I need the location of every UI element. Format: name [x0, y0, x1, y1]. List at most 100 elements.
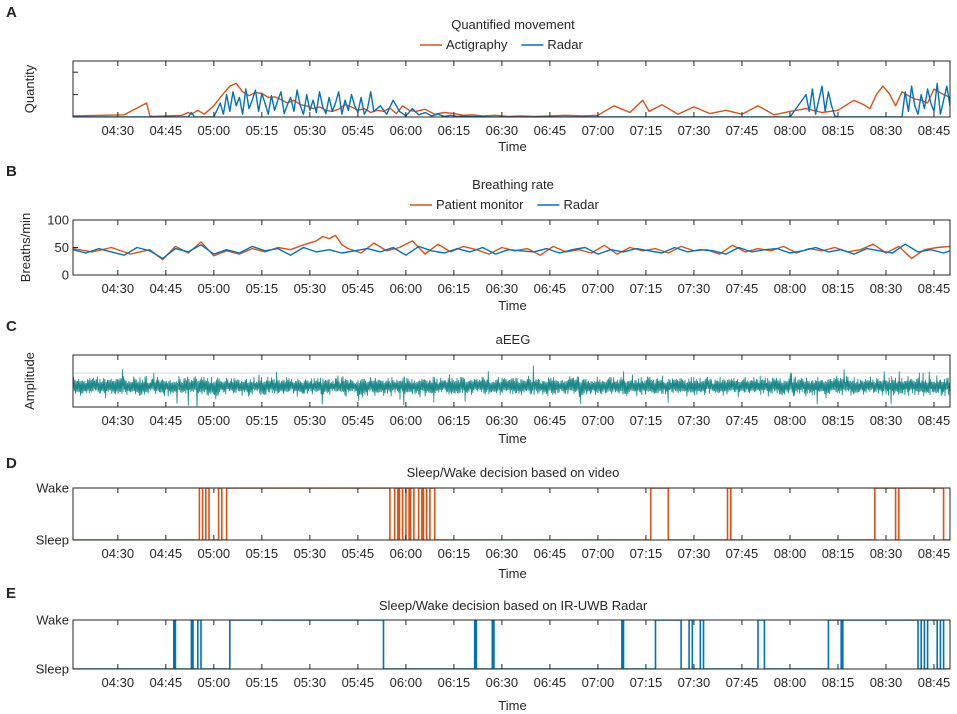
x-tick-label: 04:30: [102, 281, 135, 296]
x-tick-label: 06:15: [438, 281, 471, 296]
legend-label: Radar: [563, 197, 599, 212]
x-tick-label: 07:45: [726, 123, 759, 138]
x-tick-label: 05:15: [246, 546, 279, 561]
x-tick-label: 08:45: [918, 281, 951, 296]
x-tick-label: 05:00: [198, 123, 231, 138]
legend-label: Radar: [547, 37, 583, 52]
x-tick-label: 07:45: [726, 413, 759, 428]
x-tick-label: 08:15: [822, 675, 855, 690]
x-tick-label: 08:30: [870, 546, 903, 561]
x-tick-label: 07:45: [726, 675, 759, 690]
plot-area: [73, 365, 950, 407]
x-tick-label: 05:30: [294, 546, 327, 561]
x-tick-label: 06:30: [486, 413, 519, 428]
x-axis-label: Time: [498, 698, 526, 713]
x-tick-label: 07:30: [678, 281, 711, 296]
x-tick-label: 04:30: [102, 123, 135, 138]
axes-frame: [72, 354, 951, 408]
x-tick-label: 07:00: [582, 413, 615, 428]
x-tick-label: 05:45: [342, 675, 375, 690]
x-tick-label: 06:45: [534, 281, 567, 296]
chart-title: Sleep/Wake decision based on video: [407, 465, 620, 480]
x-tick-label: 08:30: [870, 413, 903, 428]
x-tick-label: 05:30: [294, 281, 327, 296]
x-axis-label: Time: [498, 431, 526, 446]
x-tick-label: 08:15: [822, 413, 855, 428]
y-axis-label: Amplitude: [22, 352, 37, 410]
x-tick-label: 08:30: [870, 281, 903, 296]
x-tick-label: 07:15: [630, 675, 663, 690]
panel-letter: C: [6, 318, 17, 335]
x-tick-label: 05:45: [342, 123, 375, 138]
x-tick-label: 06:15: [438, 123, 471, 138]
x-tick-label: 05:00: [198, 281, 231, 296]
x-axis-label: Time: [498, 139, 526, 154]
plot-area: [73, 620, 950, 669]
x-tick-label: 07:30: [678, 675, 711, 690]
x-tick-label: 05:00: [198, 413, 231, 428]
series-line-aeeg: [73, 365, 950, 407]
x-tick-label: 06:00: [390, 281, 423, 296]
x-tick-label: 08:00: [774, 546, 807, 561]
legend-label: Patient monitor: [436, 197, 524, 212]
panels: A Quantified movement 04:30 04:45 05:00 05:15…: [6, 4, 951, 713]
x-tick-label: 06:45: [534, 413, 567, 428]
x-tick-label: 04:45: [150, 413, 183, 428]
x-tick-label: 07:30: [678, 413, 711, 428]
x-tick-label: 07:45: [726, 281, 759, 296]
x-tick-label: 05:45: [342, 281, 375, 296]
chart-title: Quantified movement: [451, 17, 575, 32]
x-tick-label: 04:30: [102, 546, 135, 561]
x-tick-label: 07:15: [630, 413, 663, 428]
x-tick-label: 06:30: [486, 281, 519, 296]
x-tick-label: 06:45: [534, 123, 567, 138]
y-tick-label: 50: [55, 240, 69, 255]
x-tick-label: 07:30: [678, 546, 711, 561]
panel-letter: B: [6, 163, 17, 180]
x-tick-label: 06:00: [390, 675, 423, 690]
series-line-ir-uwb-radar: [73, 620, 950, 669]
x-tick-label: 04:30: [102, 413, 135, 428]
x-tick-label: 08:00: [774, 281, 807, 296]
x-tick-label: 06:00: [390, 546, 423, 561]
x-tick-label: 08:30: [870, 123, 903, 138]
panel-A: A Quantified movement 04:30 04:45 05:00 05:15…: [6, 4, 951, 154]
x-tick-label: 08:15: [822, 546, 855, 561]
x-tick-label: 06:30: [486, 675, 519, 690]
x-tick-label: 08:00: [774, 123, 807, 138]
chart-title: Sleep/Wake decision based on IR-UWB Rada…: [379, 598, 648, 613]
series-line-video: [73, 488, 950, 540]
x-tick-label: 08:00: [774, 413, 807, 428]
x-tick-label: 04:45: [150, 123, 183, 138]
x-tick-label: 05:45: [342, 546, 375, 561]
x-tick-label: 06:00: [390, 123, 423, 138]
panel-letter: D: [6, 455, 17, 472]
x-tick-label: 07:00: [582, 123, 615, 138]
x-tick-label: 04:45: [150, 281, 183, 296]
x-tick-label: 08:45: [918, 675, 951, 690]
x-tick-label: 06:00: [390, 413, 423, 428]
x-tick-label: 05:30: [294, 123, 327, 138]
plot-area: [73, 82, 950, 117]
axes-frame: [72, 487, 951, 541]
plot-area: [73, 234, 950, 261]
x-tick-label: 07:00: [582, 281, 615, 296]
x-tick-label: 06:30: [486, 123, 519, 138]
panel-B: B Breathing rate 04:30 04:45 05:00 05:15 05:30…: [6, 163, 951, 313]
y-axis-label: Quantity: [22, 64, 37, 113]
x-tick-label: 07:00: [582, 675, 615, 690]
x-tick-label: 05:00: [198, 675, 231, 690]
x-tick-label: 05:15: [246, 281, 279, 296]
y-tick-label: Sleep: [36, 662, 69, 677]
x-tick-label: 07:45: [726, 546, 759, 561]
x-tick-label: 06:45: [534, 675, 567, 690]
panel-letter: A: [6, 4, 17, 21]
x-tick-label: 06:15: [438, 675, 471, 690]
x-tick-label: 08:15: [822, 123, 855, 138]
y-tick-label: 0: [62, 268, 69, 283]
y-tick-label: 100: [47, 213, 69, 228]
x-tick-label: 05:15: [246, 413, 279, 428]
x-tick-label: 08:45: [918, 413, 951, 428]
